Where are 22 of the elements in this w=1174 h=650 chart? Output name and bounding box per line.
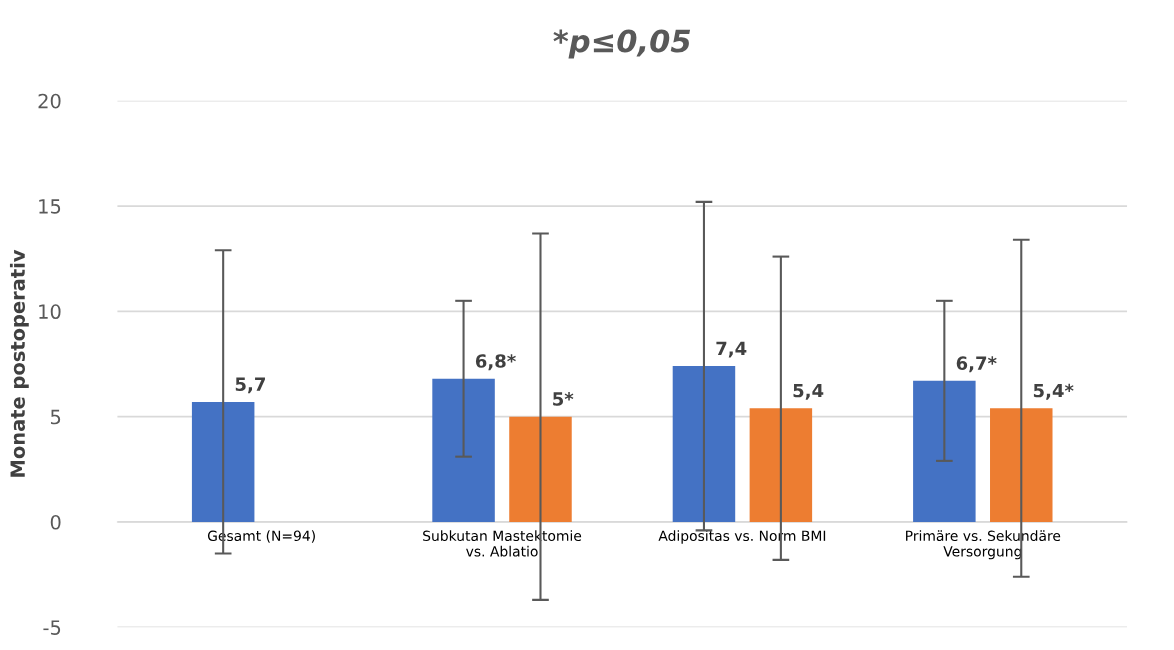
y-tick-label: 0 (50, 514, 61, 530)
chart-title: *p≤0,05 (553, 29, 691, 59)
bar (191, 401, 255, 522)
bar (749, 408, 813, 522)
y-tick-label: 5 (50, 409, 61, 425)
data-label: 5* (553, 392, 574, 406)
bar (990, 408, 1053, 522)
data-label: 5,7 (235, 377, 265, 394)
data-label: 5,4* (1033, 383, 1074, 400)
y-tick-label: 20 (38, 93, 61, 109)
y-tick-label: 10 (39, 304, 61, 320)
bar (432, 378, 495, 522)
bar (509, 416, 572, 522)
data-label: 6,7* (956, 356, 997, 373)
y-tick-label: 15 (39, 199, 61, 214)
data-label: 5,4 (793, 383, 824, 400)
y-tick-label: -5 (43, 620, 61, 635)
y-axis-title: Monate postoperativ (9, 249, 29, 477)
bar (913, 380, 976, 522)
data-label: 6,8* (475, 354, 516, 371)
bar (672, 366, 736, 522)
data-label: 7,4 (716, 341, 747, 358)
